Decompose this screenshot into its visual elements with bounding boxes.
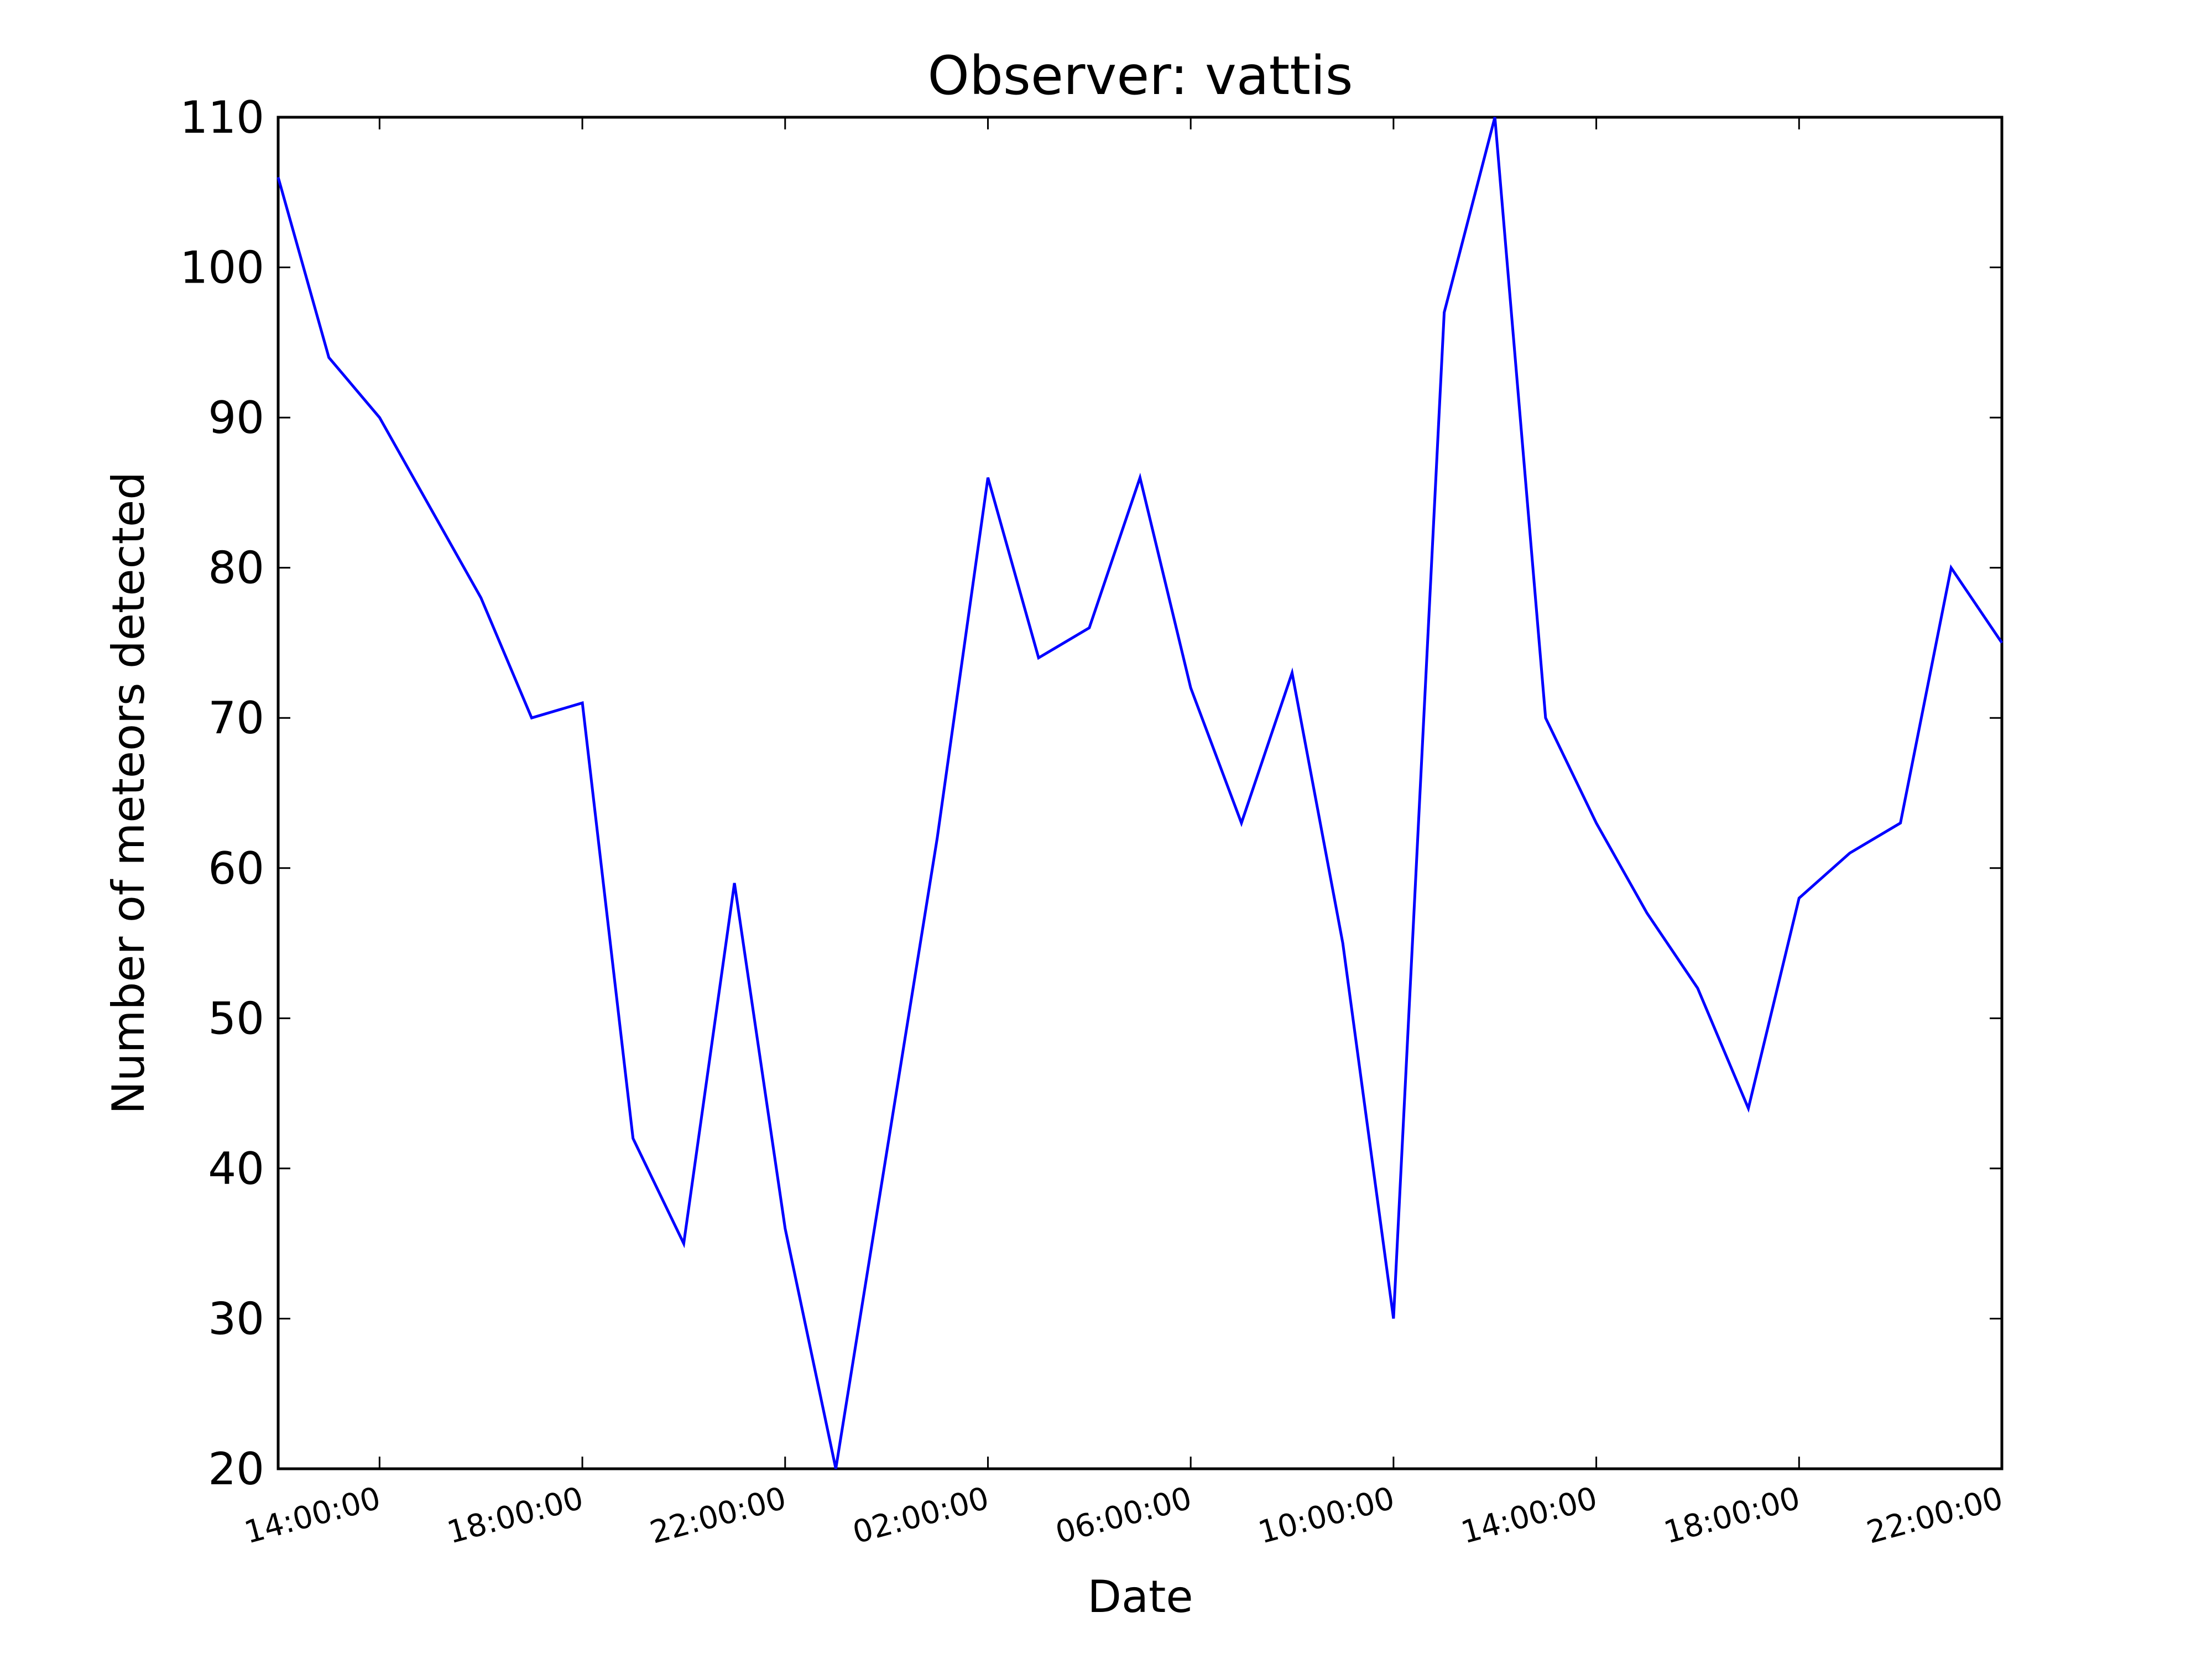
x-tick-label: 06:00:00 bbox=[1052, 1480, 1196, 1551]
y-tick-label: 80 bbox=[208, 542, 264, 594]
y-tick-label: 30 bbox=[208, 1293, 264, 1344]
series-group bbox=[276, 117, 2004, 1469]
chart-title: Observer: vattis bbox=[927, 45, 1353, 107]
y-tick-label: 90 bbox=[208, 392, 264, 444]
x-tick-label: 14:00:00 bbox=[1457, 1480, 1601, 1551]
y-tick-label: 110 bbox=[180, 92, 264, 143]
x-tick-label: 02:00:00 bbox=[849, 1480, 993, 1551]
x-axis-label: Date bbox=[1087, 1571, 1193, 1623]
x-tick-label: 18:00:00 bbox=[444, 1480, 587, 1551]
plot-frame bbox=[276, 116, 2004, 1470]
y-axis: 20 30 40 50 60 70 80 90 100 110 bbox=[180, 92, 2002, 1495]
y-axis-label: Number of meteors detected bbox=[103, 472, 154, 1114]
y-tick-label: 20 bbox=[208, 1443, 264, 1495]
x-tick-label: 10:00:00 bbox=[1255, 1480, 1399, 1551]
y-tick-label: 60 bbox=[208, 843, 264, 894]
x-axis: 14:00:00 18:00:00 22:00:00 02:00:00 06:00:00… bbox=[241, 117, 2007, 1551]
series-line bbox=[276, 117, 2004, 1469]
x-tick-label: 22:00:00 bbox=[1863, 1480, 2007, 1551]
plot-area bbox=[276, 116, 2004, 1470]
y-tick-label: 70 bbox=[208, 692, 264, 744]
y-tick-label: 50 bbox=[208, 993, 264, 1044]
y-tick-label: 40 bbox=[208, 1143, 264, 1194]
y-tick-label: 100 bbox=[180, 242, 264, 294]
x-tick-label: 22:00:00 bbox=[646, 1480, 790, 1551]
x-tick-label: 18:00:00 bbox=[1660, 1480, 1804, 1551]
